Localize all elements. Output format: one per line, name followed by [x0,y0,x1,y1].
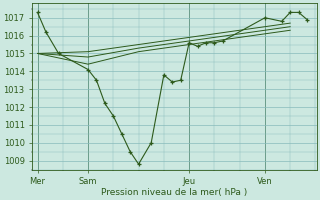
X-axis label: Pression niveau de la mer( hPa ): Pression niveau de la mer( hPa ) [101,188,247,197]
